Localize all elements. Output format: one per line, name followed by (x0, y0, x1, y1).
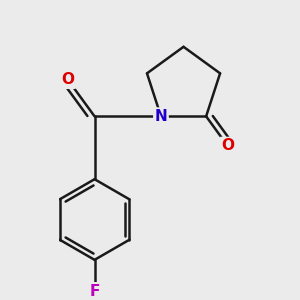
Text: F: F (89, 284, 100, 299)
Text: O: O (61, 73, 74, 88)
Text: O: O (221, 138, 234, 153)
Text: N: N (154, 109, 167, 124)
